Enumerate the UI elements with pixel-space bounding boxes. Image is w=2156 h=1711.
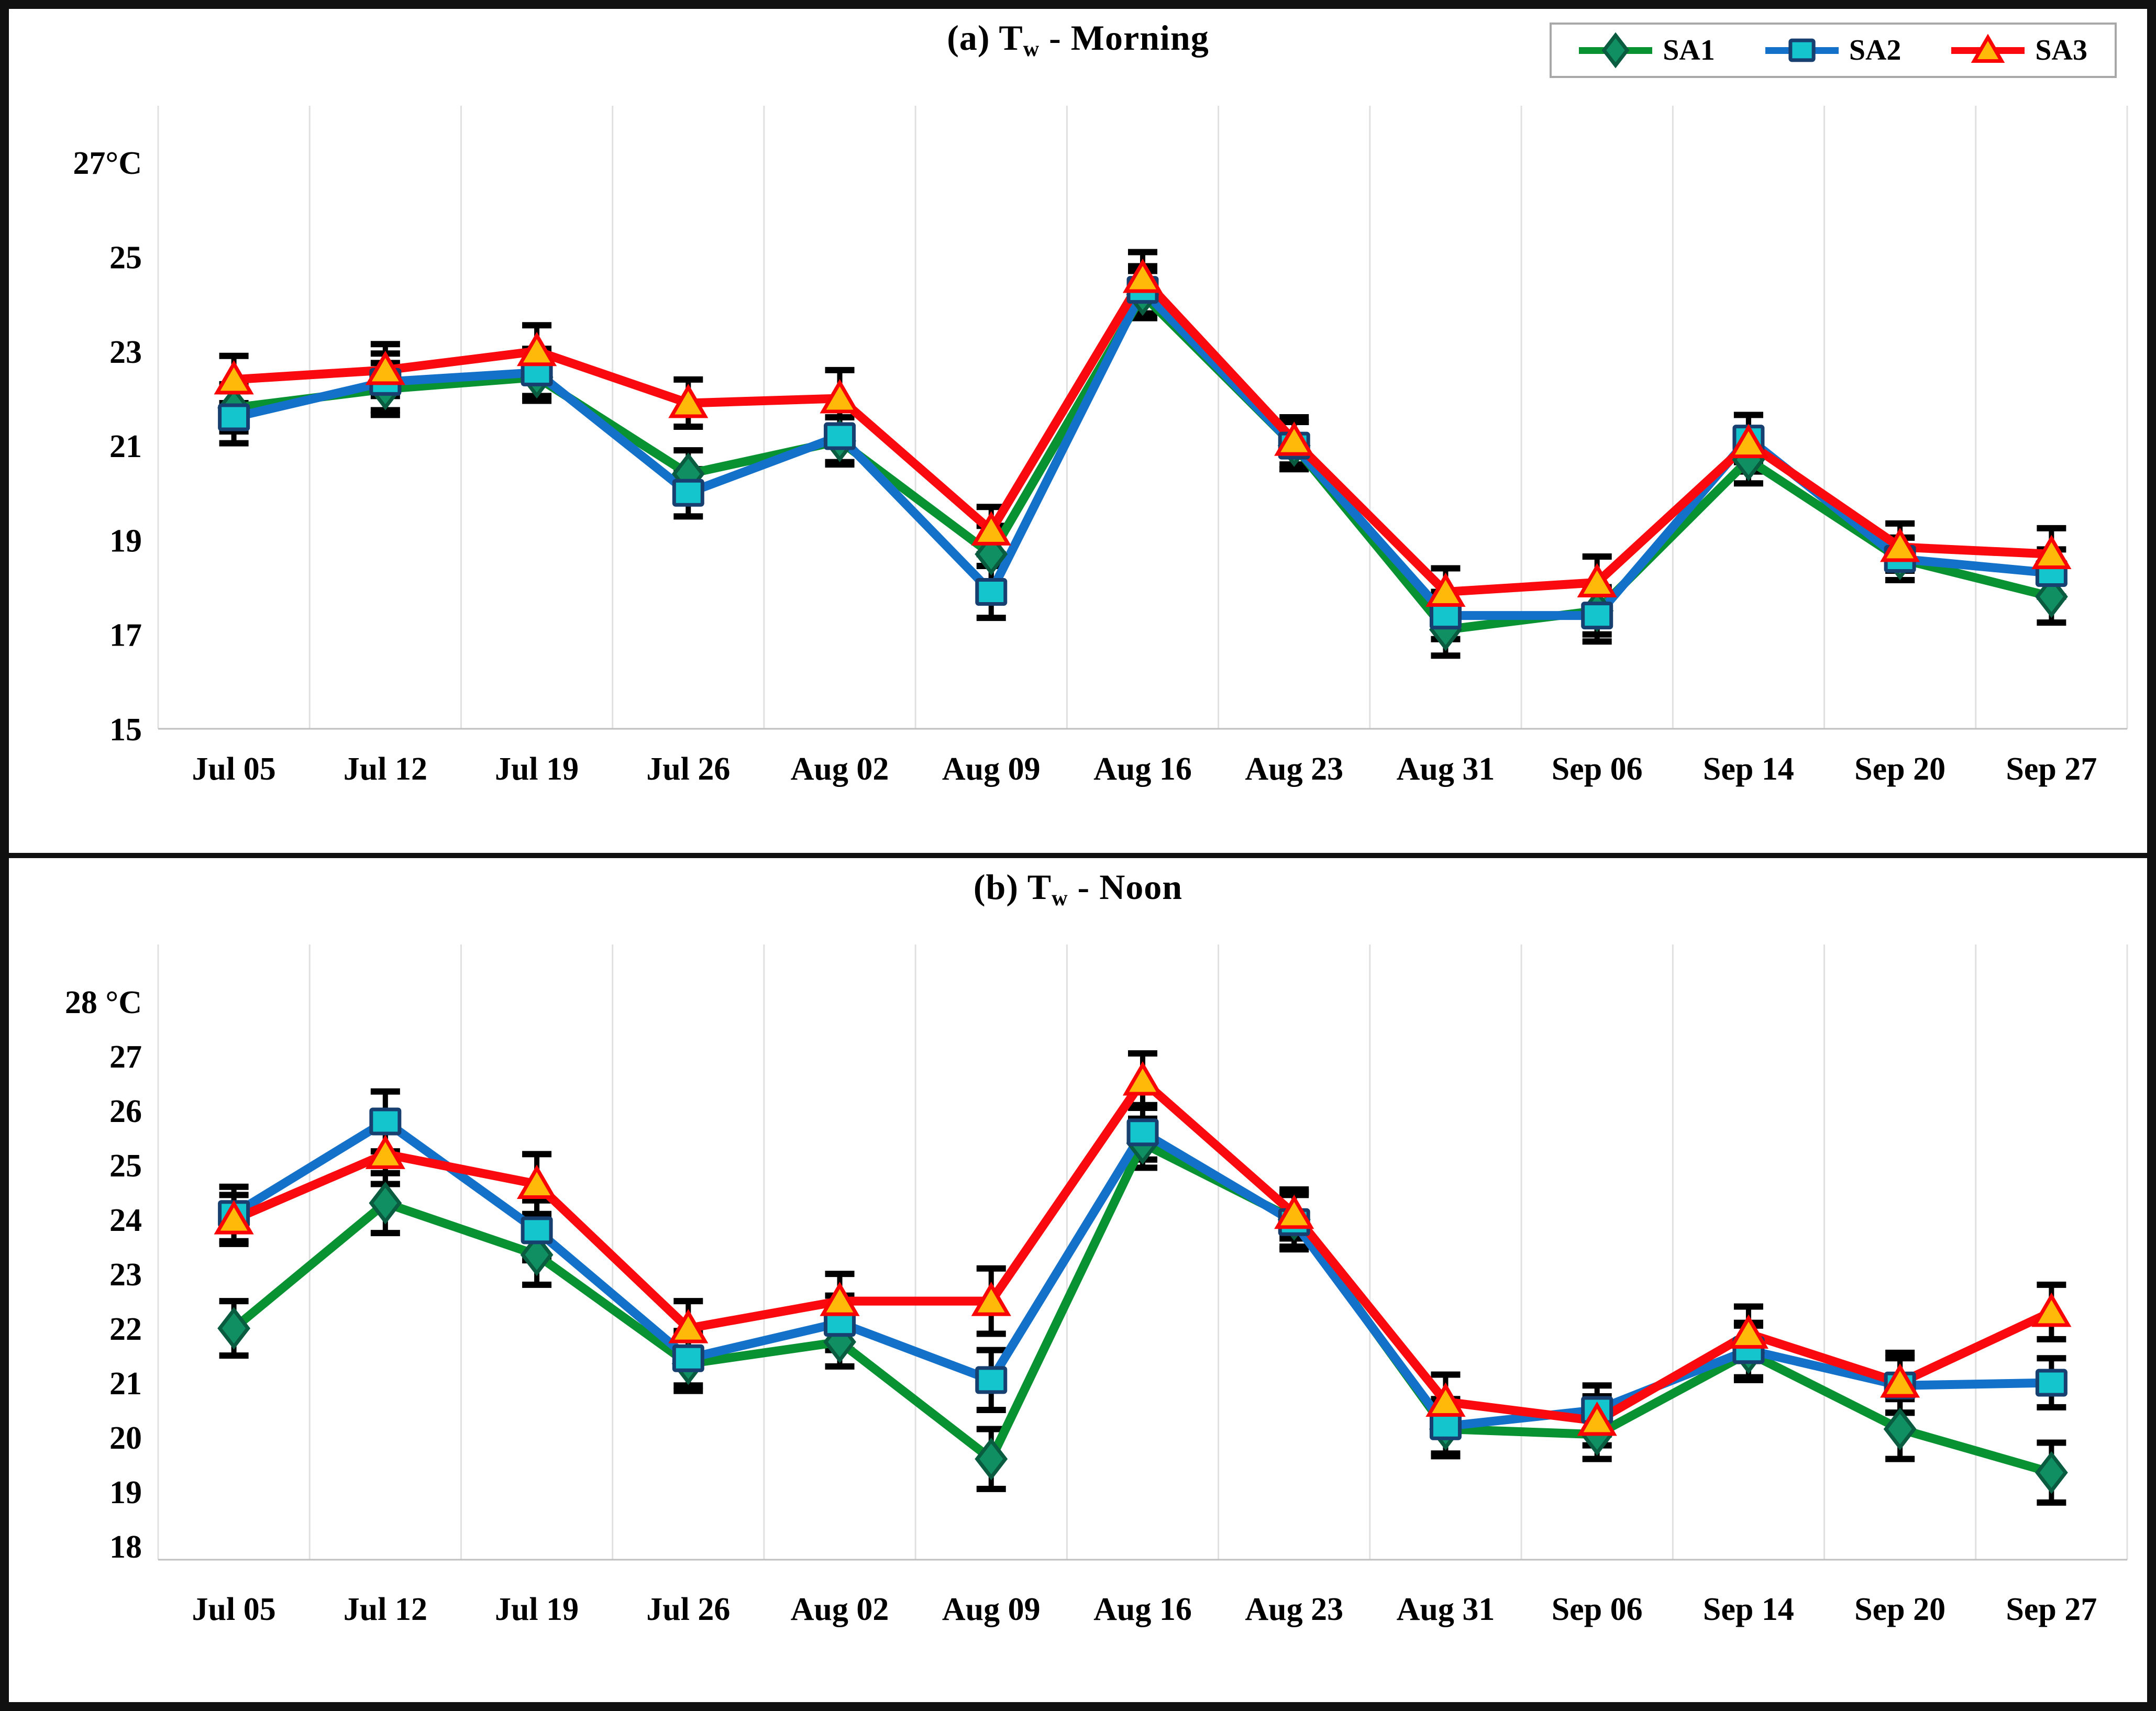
- svg-text:Jul 26: Jul 26: [646, 751, 730, 787]
- error-bars-sa1: [219, 268, 2066, 659]
- panel-noon: (b) Tw - Noon 28 °C 27 26 25 24 23 22 21 20 19 18 J…: [6, 856, 2150, 1705]
- series-markers-sa1: [217, 273, 2068, 651]
- legend-swatch-sa2: [1765, 38, 1839, 62]
- svg-text:Jul 05: Jul 05: [192, 1592, 276, 1627]
- svg-text:24: 24: [109, 1203, 142, 1238]
- series-markers-sa3: [214, 259, 2072, 607]
- svg-text:15: 15: [109, 712, 142, 748]
- y-axis-labels: 27°C 25 23 21 19 17 15: [73, 146, 142, 748]
- svg-text:Sep 06: Sep 06: [1552, 1592, 1643, 1627]
- svg-text:21: 21: [109, 429, 142, 464]
- svg-text:Sep 27: Sep 27: [2006, 1592, 2097, 1627]
- svg-text:Aug 16: Aug 16: [1093, 751, 1192, 787]
- panel-morning: (a) Tw - Morning SA1 SA2 SA3 27°C 25 23 21 19 1…: [6, 6, 2150, 856]
- svg-text:20: 20: [109, 1420, 142, 1456]
- svg-text:Aug 31: Aug 31: [1397, 751, 1495, 787]
- svg-text:Aug 09: Aug 09: [942, 751, 1041, 787]
- legend-swatch-sa3: [1951, 34, 2025, 63]
- error-bars-sa2: [219, 263, 2066, 645]
- gridlines: [157, 106, 2128, 729]
- legend-label-sa1: SA1: [1663, 34, 1715, 66]
- svg-text:18: 18: [109, 1529, 142, 1565]
- svg-text:Jul 12: Jul 12: [344, 1592, 427, 1627]
- noon-title: (b) Tw - Noon: [9, 866, 2147, 910]
- series-line-sa2: [229, 285, 2056, 620]
- morning-title: (a) Tw - Morning: [9, 17, 2147, 61]
- svg-text:17: 17: [109, 618, 142, 653]
- svg-text:Aug 31: Aug 31: [1397, 1592, 1495, 1627]
- svg-text:28 °C: 28 °C: [65, 985, 142, 1020]
- svg-text:23: 23: [109, 335, 142, 370]
- morning-title-subscript: w: [1023, 36, 1040, 61]
- svg-text:25: 25: [109, 240, 142, 275]
- svg-text:Sep 20: Sep 20: [1854, 1592, 1945, 1627]
- svg-text:27°C: 27°C: [73, 146, 142, 181]
- series-line-sa1: [229, 1139, 2056, 1477]
- svg-text:Sep 14: Sep 14: [1703, 751, 1794, 787]
- gridlines: [157, 945, 2128, 1560]
- svg-text:21: 21: [109, 1366, 142, 1402]
- svg-text:Jul 19: Jul 19: [495, 751, 579, 787]
- legend-label-sa2: SA2: [1849, 34, 1901, 66]
- morning-chart: 27°C 25 23 21 19 17 15 Jul 05 Jul 12 Jul 19 Jul 26…: [73, 106, 2128, 787]
- svg-text:23: 23: [109, 1257, 142, 1293]
- svg-text:Sep 27: Sep 27: [2006, 751, 2097, 787]
- legend-label-sa3: SA3: [2035, 34, 2087, 66]
- legend: SA1 SA2 SA3: [1550, 23, 2117, 78]
- noon-title-prefix: (b) T: [973, 867, 1052, 907]
- svg-text:27: 27: [109, 1039, 142, 1075]
- morning-title-suffix: - Morning: [1040, 18, 1209, 58]
- svg-text:Sep 06: Sep 06: [1552, 751, 1643, 787]
- svg-text:Aug 02: Aug 02: [791, 751, 889, 787]
- series-markers-sa2: [218, 276, 2067, 630]
- svg-text:25: 25: [109, 1148, 142, 1184]
- legend-item-sa3: SA3: [1951, 30, 2087, 71]
- x-axis-labels: Jul 05 Jul 12 Jul 19 Jul 26 Aug 02 Aug 09 Aug …: [192, 1592, 2097, 1627]
- series-line-sa3: [229, 273, 2056, 597]
- morning-title-prefix: (a) T: [947, 18, 1023, 58]
- svg-text:Jul 26: Jul 26: [646, 1592, 730, 1627]
- legend-swatch-sa1: [1579, 32, 1653, 69]
- legend-item-sa2: SA2: [1765, 30, 1901, 71]
- noon-title-subscript: w: [1052, 885, 1068, 910]
- svg-text:Aug 09: Aug 09: [942, 1592, 1041, 1627]
- legend-item-sa1: SA1: [1579, 30, 1715, 71]
- svg-text:26: 26: [109, 1094, 142, 1129]
- svg-text:Aug 02: Aug 02: [791, 1592, 889, 1627]
- y-axis-labels: 28 °C 27 26 25 24 23 22 21 20 19 18: [65, 985, 142, 1565]
- svg-text:19: 19: [109, 1475, 142, 1510]
- noon-title-suffix: - Noon: [1068, 867, 1183, 907]
- svg-text:Aug 23: Aug 23: [1245, 751, 1343, 787]
- svg-text:Aug 16: Aug 16: [1093, 1592, 1192, 1627]
- x-axis-labels: Jul 05 Jul 12 Jul 19 Jul 26 Aug 02 Aug 09 Aug …: [192, 751, 2097, 787]
- svg-text:Jul 19: Jul 19: [495, 1592, 579, 1627]
- svg-text:Sep 20: Sep 20: [1854, 751, 1945, 787]
- svg-text:22: 22: [109, 1312, 142, 1347]
- svg-text:Sep 14: Sep 14: [1703, 1592, 1794, 1627]
- svg-text:Jul 05: Jul 05: [192, 751, 276, 787]
- svg-text:19: 19: [109, 523, 142, 559]
- series-markers-sa3: [214, 1061, 2072, 1436]
- svg-text:Aug 23: Aug 23: [1245, 1592, 1343, 1627]
- svg-text:Jul 12: Jul 12: [344, 751, 427, 787]
